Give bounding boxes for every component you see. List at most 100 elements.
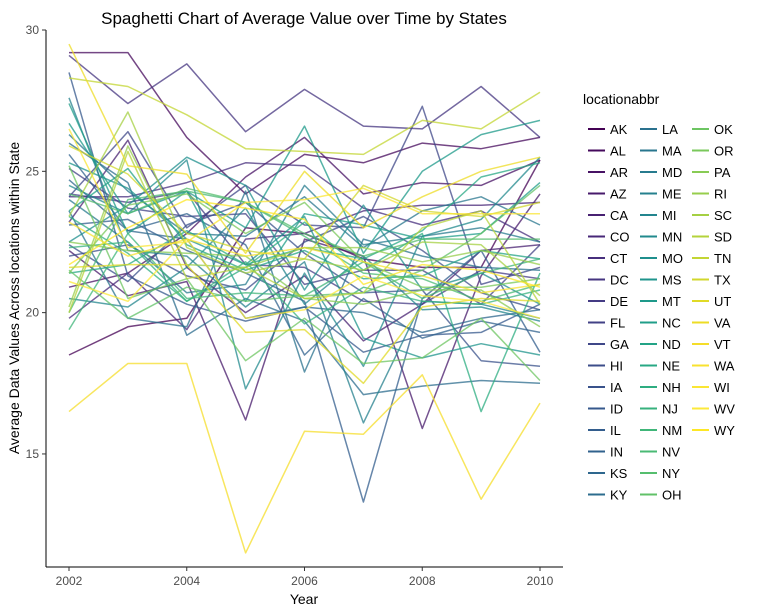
legend-label: UT [714, 294, 731, 309]
legend-item-tn: TN [692, 251, 731, 266]
legend-item-id: ID [588, 402, 623, 417]
legend-item-wy: WY [692, 423, 735, 438]
series-line-al [69, 51, 541, 195]
legend-item-dc: DC [588, 273, 629, 288]
legend-item-mt: MT [640, 294, 681, 309]
legend-item-ky: KY [588, 488, 628, 503]
legend-item-ok: OK [692, 122, 733, 137]
legend-item-md: MD [640, 165, 682, 180]
legend-label: PA [714, 165, 731, 180]
legend-label: MS [662, 273, 682, 288]
legend-label: NC [662, 316, 681, 331]
legend-label: TN [714, 251, 731, 266]
legend-item-ar: AR [588, 165, 628, 180]
series-line-nj [68, 241, 541, 325]
series-line-ny [68, 187, 540, 257]
series-line-mn [68, 156, 541, 390]
x-axis-label: Year [290, 591, 319, 607]
legend-item-wv: WV [692, 402, 735, 417]
series-line-il [68, 218, 541, 503]
series-line-tn [68, 77, 541, 156]
legend-label: SD [714, 230, 732, 245]
legend-item-ny: NY [640, 466, 680, 481]
legend-item-la: LA [640, 122, 678, 137]
legend-label: SC [714, 208, 732, 223]
legend-label: VT [714, 337, 731, 352]
legend-item-hi: HI [588, 359, 623, 374]
legend-label: WV [714, 402, 735, 417]
legend-label: WY [714, 423, 735, 438]
legend-item-ut: UT [692, 294, 731, 309]
series-line-wv [68, 238, 541, 320]
x-tick-label: 2010 [527, 574, 554, 588]
y-tick-label: 20 [26, 306, 40, 320]
legend-label: ME [662, 187, 682, 202]
legend-item-me: ME [640, 187, 682, 202]
legend-item-ak: AK [588, 122, 628, 137]
legend-label: NJ [662, 402, 678, 417]
legend-label: MO [662, 251, 683, 266]
legend-label: VA [714, 316, 731, 331]
legend-label: OK [714, 122, 733, 137]
legend-label: CA [610, 208, 628, 223]
series-line-dc [68, 54, 541, 138]
legend-item-wa: WA [692, 359, 735, 374]
series-line-va [68, 43, 541, 255]
legend-item-ma: MA [640, 144, 682, 159]
legend-item-in: IN [588, 445, 623, 460]
legend-label: KS [610, 466, 628, 481]
legend-label: DC [610, 273, 629, 288]
legend-label: WA [714, 359, 735, 374]
legend-label: AZ [610, 187, 627, 202]
legend-item-mo: MO [640, 251, 683, 266]
legend-label: RI [714, 187, 727, 202]
legend-item-ri: RI [692, 187, 727, 202]
legend-label: WI [714, 380, 730, 395]
series-line-la [68, 190, 541, 373]
legend-label: OR [714, 144, 734, 159]
legend-item-ne: NE [640, 359, 680, 374]
legend: AK AL AR AZ CA CO CT DC DE FL GA HI IA ID IL IN KS KY LA MA… [588, 122, 735, 503]
legend-label: MI [662, 208, 676, 223]
x-tick-label: 2004 [173, 574, 200, 588]
legend-label: NV [662, 445, 680, 460]
legend-label: NY [662, 466, 680, 481]
legend-item-ga: GA [588, 337, 629, 352]
series-line-mt [68, 119, 541, 255]
legend-item-ks: KS [588, 466, 628, 481]
legend-label: MT [662, 294, 681, 309]
legend-item-vt: VT [692, 337, 731, 352]
legend-label: MD [662, 165, 682, 180]
legend-item-mn: MN [640, 230, 682, 245]
y-axis-ticks: 15 20 25 30 [26, 23, 46, 461]
legend-label: LA [662, 122, 678, 137]
series-line-vt [68, 362, 541, 554]
series-line-wa [68, 221, 541, 294]
legend-label: CT [610, 251, 627, 266]
legend-item-ia: IA [588, 380, 623, 395]
series-lines [68, 43, 541, 554]
series-line-md [68, 184, 541, 294]
chart-title: Spaghetti Chart of Average Value over Ti… [101, 9, 507, 28]
legend-label: AL [610, 144, 626, 159]
series-line-ok [68, 165, 541, 382]
legend-label: IN [610, 445, 623, 460]
series-line-tx [68, 145, 541, 260]
series-line-nc [68, 103, 541, 303]
legend-item-al: AL [588, 144, 626, 159]
legend-item-az: AZ [588, 187, 627, 202]
x-tick-label: 2008 [409, 574, 436, 588]
legend-label: IA [610, 380, 623, 395]
series-line-wy [68, 198, 541, 288]
series-line-nh [68, 215, 541, 413]
series-line-ut [68, 263, 541, 385]
legend-label: CO [610, 230, 630, 245]
legend-item-nm: NM [640, 423, 682, 438]
legend-label: ND [662, 337, 681, 352]
legend-label: AR [610, 165, 628, 180]
y-tick-label: 30 [26, 23, 40, 37]
legend-item-oh: OH [640, 488, 682, 503]
legend-item-nv: NV [640, 445, 680, 460]
x-tick-label: 2006 [291, 574, 318, 588]
